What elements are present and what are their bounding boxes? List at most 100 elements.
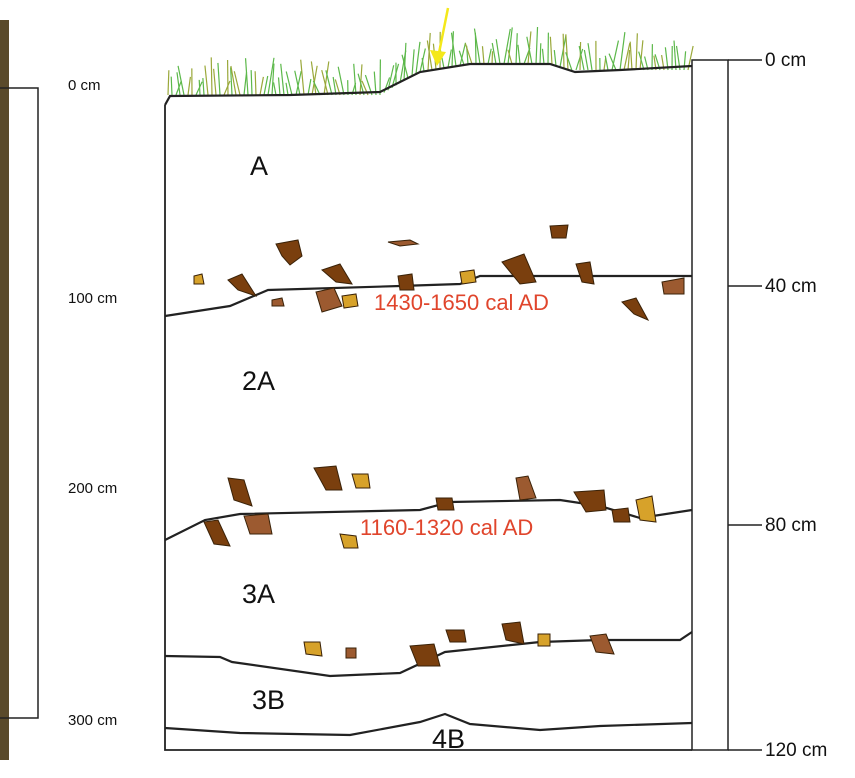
grass-blade xyxy=(230,65,237,96)
grass-blade xyxy=(403,42,407,81)
grass-blade xyxy=(562,33,565,69)
grass-blade xyxy=(565,34,569,70)
scale-label: 0 cm xyxy=(765,50,806,71)
grass-blade xyxy=(611,40,620,71)
scale-column xyxy=(691,59,729,751)
grass-blade xyxy=(583,49,589,71)
grass-blade xyxy=(198,79,201,96)
grass-blade xyxy=(578,45,585,71)
grass-blade xyxy=(553,50,557,66)
grass-blade xyxy=(359,64,363,96)
grass-blade xyxy=(635,33,638,71)
grass-blade xyxy=(604,55,609,71)
photo-edge xyxy=(0,20,9,760)
grass-blade xyxy=(353,63,357,96)
grass-blade xyxy=(280,63,285,96)
depth-label: 200 cm xyxy=(68,480,117,497)
grass-blade xyxy=(503,28,511,65)
grass-blade xyxy=(495,39,501,65)
grass-blade xyxy=(337,66,345,96)
grass-blade xyxy=(323,61,330,96)
grass-blade xyxy=(638,51,645,71)
grass-blade xyxy=(539,43,542,65)
grass-blade xyxy=(307,78,312,96)
grass-blade xyxy=(401,54,409,79)
left-bracket xyxy=(0,87,39,719)
ground-surface xyxy=(164,62,693,106)
grass-blade xyxy=(263,75,269,96)
grass-blade xyxy=(464,43,473,65)
grass-blade xyxy=(517,44,521,65)
grass-blade xyxy=(579,42,582,71)
grass-blade xyxy=(277,77,281,96)
grass-blade xyxy=(254,71,257,96)
grass-blade xyxy=(321,70,329,96)
grass-blade xyxy=(639,40,644,71)
grass-blade xyxy=(415,41,421,74)
grass-blade xyxy=(619,32,626,71)
grass-blade xyxy=(167,70,170,96)
grass-blade xyxy=(565,52,573,71)
grass-blade xyxy=(664,47,669,71)
grass-blade xyxy=(575,48,584,71)
grass-blade xyxy=(170,76,173,96)
grass-blade xyxy=(300,59,305,96)
grass-blade xyxy=(459,42,467,66)
grass-blade xyxy=(487,48,492,65)
grass-blade xyxy=(526,36,533,65)
grass-blade xyxy=(233,71,241,96)
depth-label: 100 cm xyxy=(68,290,117,307)
profile-frame xyxy=(164,105,692,751)
grass-blade xyxy=(473,28,481,65)
grass-blade xyxy=(202,78,205,96)
grass-blade xyxy=(310,61,317,96)
right-scale: 0 cm 40 cm 80 cm 120 cm xyxy=(728,50,827,761)
horizon-label: A xyxy=(250,151,268,181)
grass-blade xyxy=(549,36,553,65)
grass-blade xyxy=(230,67,233,96)
grass-blade xyxy=(458,50,465,66)
clods xyxy=(193,224,685,667)
grass-blade xyxy=(387,65,395,91)
arrow xyxy=(436,7,450,59)
boundary xyxy=(164,274,692,318)
grass-blade xyxy=(176,72,181,96)
grass-blade xyxy=(587,43,593,71)
grass-blade xyxy=(177,65,185,96)
scale-label: 120 cm xyxy=(765,740,827,761)
grass-blade xyxy=(272,82,277,96)
grass-blade xyxy=(357,73,365,96)
grass-blade xyxy=(559,35,567,68)
grass-blade xyxy=(507,27,513,65)
horizon-label: 3A xyxy=(242,579,275,609)
horizon-label: 3B xyxy=(252,685,285,715)
grass-blade xyxy=(332,76,337,96)
grass-blade xyxy=(271,63,275,96)
scale-label: 40 cm xyxy=(765,276,817,297)
grass-blade xyxy=(507,49,513,65)
grass-blade xyxy=(244,58,249,96)
grass-blade xyxy=(608,53,617,71)
grass-blade xyxy=(187,76,192,96)
date-label: 1160-1320 cal AD xyxy=(360,515,533,540)
grass-blade xyxy=(421,57,425,72)
grass-blade xyxy=(447,49,452,68)
left-scale: 0 cm 100 cm 200 cm 300 cm xyxy=(68,77,117,729)
horizon-label: 2A xyxy=(242,366,275,396)
grass-blade xyxy=(491,51,494,65)
grass-blade xyxy=(603,57,607,71)
boundary xyxy=(164,712,693,737)
grass-blade xyxy=(325,70,333,96)
grass-blade xyxy=(391,63,400,88)
scale-label: 80 cm xyxy=(765,515,817,536)
grass-blade xyxy=(623,43,631,71)
grass-blade xyxy=(629,41,633,71)
grass-blade xyxy=(294,70,301,96)
grass-blade xyxy=(491,42,497,65)
grass-blade xyxy=(285,82,289,96)
depth-label: 0 cm xyxy=(68,77,101,94)
grass-blade xyxy=(481,46,485,65)
grass-blade xyxy=(223,80,231,96)
grass-blade xyxy=(673,40,677,71)
